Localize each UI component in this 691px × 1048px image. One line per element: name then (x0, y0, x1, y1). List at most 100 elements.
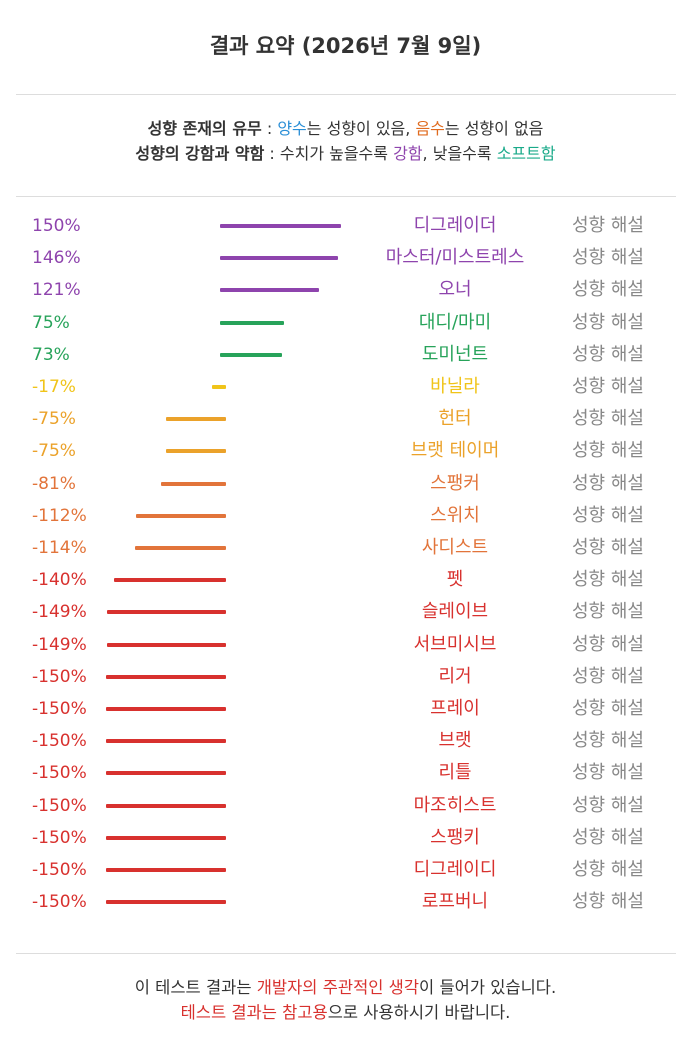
score-bar (114, 578, 226, 583)
result-name: 마조히스트 (413, 794, 497, 816)
score-bar (106, 868, 226, 872)
score-bar (220, 224, 341, 228)
explain-link[interactable]: 성향 해설 (572, 376, 644, 397)
footer-highlight: 개발자의 주관적인 생각 (256, 978, 420, 997)
score-bar (212, 385, 226, 389)
score-bar (161, 481, 226, 486)
footer-note: 이 테스트 결과는 개발자의 주관적인 생각이 들어가 있습니다. 테스트 결과… (0, 975, 691, 1025)
result-name: 디그레이더 (413, 215, 497, 236)
value-label: -114% (32, 538, 87, 558)
explain-link[interactable]: 성향 해설 (572, 279, 644, 301)
value-label: 150% (32, 216, 81, 236)
explain-link[interactable]: 성향 해설 (572, 440, 644, 462)
legend-sep: : (261, 119, 278, 138)
score-bar (106, 771, 226, 776)
legend-strong: 강함 (393, 144, 423, 163)
explain-link[interactable]: 성향 해설 (572, 762, 644, 784)
legend-line-1: 성향 존재의 유무 : 양수는 성향이 있음, 음수는 성향이 없음 (0, 116, 691, 141)
explain-link[interactable]: 성향 해설 (572, 730, 644, 752)
explain-link[interactable]: 성향 해설 (572, 472, 644, 494)
value-label: -149% (32, 634, 87, 655)
value-label: -150% (32, 731, 87, 752)
score-bar (106, 642, 226, 647)
result-name: 펫 (446, 569, 464, 591)
legend-negative-desc: 는 성향이 없음 (444, 119, 544, 138)
footer-text: 이 들어가 있습니다. (419, 978, 557, 997)
explain-link[interactable]: 성향 해설 (572, 343, 644, 365)
explain-link[interactable]: 성향 해설 (572, 408, 644, 430)
result-name: 프레이 (430, 698, 480, 719)
divider-top (16, 94, 676, 95)
score-bar (106, 610, 226, 615)
footer-highlight: 테스트 결과는 참고용 (180, 1003, 328, 1022)
score-bar (106, 674, 226, 679)
result-name: 로프버니 (421, 891, 489, 913)
value-label: 121% (32, 280, 81, 301)
legend-line-2: 성향의 강함과 약함 : 수치가 높을수록 강함, 낮을수록 소프트함 (0, 141, 691, 166)
explain-link[interactable]: 성향 해설 (572, 794, 644, 816)
explain-link[interactable]: 성향 해설 (572, 891, 644, 913)
result-name: 사디스트 (421, 537, 489, 558)
result-name: 슬레이브 (421, 601, 489, 623)
result-name: 리틀 (438, 762, 472, 784)
explain-link[interactable]: 성향 해설 (572, 504, 644, 526)
explain-link[interactable]: 성향 해설 (572, 633, 644, 655)
result-name: 스팽커 (430, 472, 480, 494)
explain-link[interactable]: 성향 해설 (572, 311, 644, 333)
value-label: -75% (32, 409, 76, 430)
explain-link[interactable]: 성향 해설 (572, 537, 644, 558)
result-name: 브랫 (438, 730, 472, 752)
legend-soft: 소프트함 (496, 144, 556, 163)
explain-link[interactable]: 성향 해설 (572, 247, 644, 269)
footer-text: 이 테스트 결과는 (134, 978, 257, 997)
score-bar (220, 352, 282, 357)
value-label: -81% (32, 473, 76, 494)
result-name: 디그레이디 (413, 859, 497, 880)
result-name: 스위치 (430, 504, 480, 526)
value-label: -150% (32, 763, 87, 784)
value-label: -112% (32, 505, 87, 526)
footer-text: 으로 사용하시기 바랍니다. (327, 1003, 511, 1022)
score-bar (134, 546, 226, 550)
score-bar (220, 320, 284, 325)
explain-link[interactable]: 성향 해설 (572, 569, 644, 591)
value-label: -17% (32, 377, 76, 397)
score-bar (106, 835, 226, 840)
value-label: 75% (32, 312, 70, 333)
footer-line-1: 이 테스트 결과는 개발자의 주관적인 생각이 들어가 있습니다. (0, 975, 691, 1000)
page-title: 결과 요약 (2026년 7월 9일) (209, 34, 482, 58)
footer-line-2: 테스트 결과는 참고용으로 사용하시기 바랍니다. (0, 1000, 691, 1025)
legend-positive: 양수 (277, 119, 307, 138)
legend-desc-1: 수치가 높을수록 (279, 144, 394, 163)
result-name: 브랫 테이머 (410, 440, 500, 462)
score-bar (106, 900, 226, 905)
explain-link[interactable]: 성향 해설 (572, 665, 644, 687)
explain-link[interactable]: 성향 해설 (572, 698, 644, 719)
value-label: -150% (32, 666, 87, 687)
value-label: 73% (32, 344, 70, 365)
value-label: -75% (32, 441, 76, 462)
value-label: -150% (32, 699, 87, 719)
result-name: 바닐라 (430, 376, 480, 397)
explain-link[interactable]: 성향 해설 (572, 601, 644, 623)
score-bar (106, 803, 226, 808)
legend-positive-desc: 는 성향이 있음, (306, 119, 416, 138)
legend-negative: 음수 (415, 119, 445, 138)
divider-bottom (16, 953, 676, 954)
score-bar (106, 739, 226, 744)
result-name: 헌터 (438, 408, 472, 430)
explain-link[interactable]: 성향 해설 (572, 826, 644, 848)
explain-link[interactable]: 성향 해설 (572, 215, 644, 236)
score-bar (220, 288, 319, 293)
value-label: -150% (32, 892, 87, 913)
legend-sep: : (264, 144, 280, 163)
result-name: 리거 (438, 665, 472, 687)
score-bar (136, 513, 226, 518)
value-label: -140% (32, 570, 87, 591)
legend-existence-label: 성향 존재의 유무 (147, 119, 262, 138)
value-label: -150% (32, 827, 87, 848)
score-bar (166, 417, 226, 422)
result-name: 마스터/미스트레스 (385, 247, 525, 269)
explain-link[interactable]: 성향 해설 (572, 859, 644, 880)
legend-desc-2: , 낮을수록 (422, 144, 497, 163)
